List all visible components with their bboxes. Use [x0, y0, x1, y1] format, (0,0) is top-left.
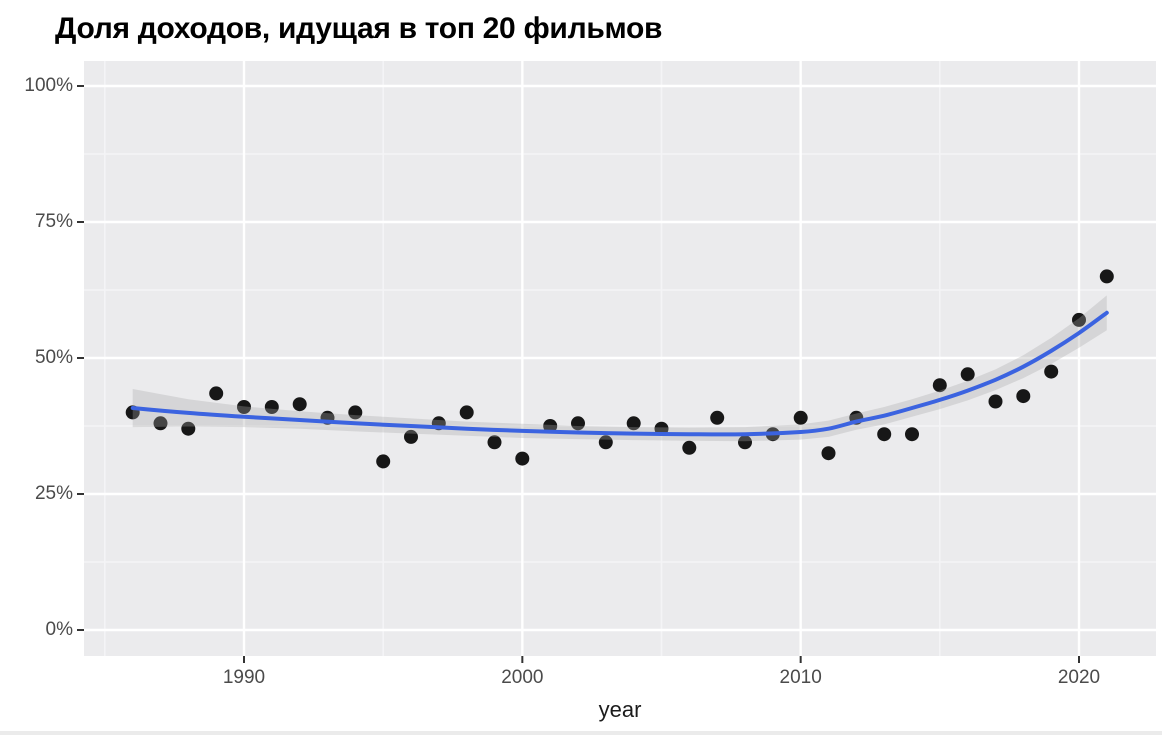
y-tick-label: 75%	[34, 211, 73, 232]
scatter-point	[571, 416, 585, 431]
tick-marks	[77, 85, 1080, 663]
scatter-point	[181, 421, 196, 436]
scatter-point	[264, 400, 279, 414]
x-tick-label: 1990	[222, 667, 266, 688]
scatter-point	[905, 427, 919, 442]
y-tick-label: 0%	[45, 619, 73, 640]
scatter-point	[209, 386, 224, 401]
bottom-edge-strip	[0, 731, 1162, 735]
scatter-point	[877, 427, 892, 442]
scatter-point	[682, 440, 697, 455]
x-tick-label: 2010	[779, 667, 822, 688]
y-tick-label: 100%	[24, 75, 73, 96]
y-tick-label: 50%	[34, 347, 73, 368]
scatter-point	[710, 410, 725, 425]
scatter-point	[793, 410, 808, 425]
x-tick-label: 2000	[501, 667, 544, 688]
scatter-point	[153, 416, 168, 431]
scatter-point	[738, 435, 752, 450]
scatter-point	[487, 435, 502, 450]
scatter-point	[515, 451, 530, 466]
scatter-point	[988, 394, 1003, 409]
scatter-point	[932, 378, 947, 393]
x-axis-title: year	[598, 697, 642, 722]
grid-minor	[84, 61, 1156, 656]
scatter-point	[348, 405, 363, 420]
scatter-point	[376, 454, 391, 469]
scatter-point	[1072, 312, 1086, 327]
grid-major	[84, 61, 1156, 656]
scatter-point	[821, 446, 836, 461]
trend-line	[130, 310, 1109, 437]
scatter-point	[404, 429, 418, 444]
confidence-band	[132, 295, 1107, 442]
scatter-point	[1099, 269, 1114, 284]
scatter-point	[626, 416, 641, 431]
y-tick-label: 25%	[34, 483, 73, 504]
scatter-point	[1044, 364, 1059, 379]
scatter-point	[237, 400, 251, 414]
scatter-point	[292, 397, 307, 412]
scatter-point	[1016, 389, 1031, 404]
scatter-point	[459, 405, 474, 420]
scatter-point	[543, 419, 558, 433]
x-tick-label: 2020	[1057, 667, 1101, 688]
scatter-point	[960, 367, 975, 382]
scatter-point	[598, 435, 613, 450]
chart-title: Доля доходов, идущая в топ 20 фильмов	[55, 12, 663, 45]
